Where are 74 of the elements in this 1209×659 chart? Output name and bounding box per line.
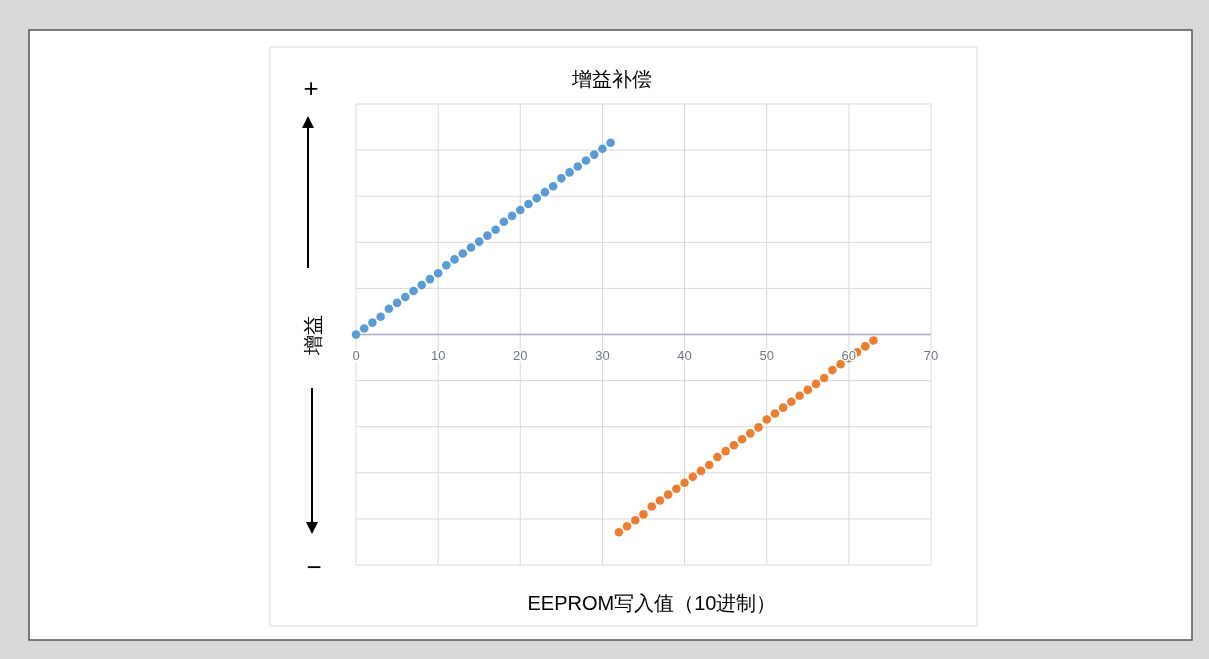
point <box>598 144 607 153</box>
point <box>680 478 689 488</box>
point <box>442 261 451 270</box>
x-tick-label: 70 <box>923 347 939 363</box>
point <box>491 225 500 235</box>
point <box>762 415 772 424</box>
point <box>672 484 681 493</box>
point <box>869 336 878 345</box>
x-tick-label: 10 <box>430 347 446 363</box>
x-tick-label: 30 <box>595 347 610 363</box>
point <box>376 312 385 322</box>
point <box>524 199 533 209</box>
point <box>557 174 566 183</box>
point <box>729 440 739 450</box>
point <box>450 255 459 264</box>
point <box>368 318 377 327</box>
point <box>614 527 624 537</box>
point <box>630 516 640 525</box>
point <box>573 162 583 171</box>
point <box>795 391 804 401</box>
point <box>721 446 730 456</box>
x-axis-title: EEPROM写入值（10进制） <box>527 592 777 614</box>
point <box>425 274 435 284</box>
point <box>581 156 591 165</box>
point <box>384 304 394 314</box>
point <box>803 385 813 395</box>
point <box>589 150 599 159</box>
point <box>400 292 410 302</box>
point <box>688 472 698 482</box>
point <box>483 231 492 240</box>
point <box>458 249 468 258</box>
point <box>474 237 484 246</box>
point <box>515 205 525 215</box>
x-tick-label: 40 <box>677 347 692 363</box>
point <box>713 452 722 462</box>
point <box>532 193 542 203</box>
point <box>359 324 369 333</box>
point <box>663 490 673 499</box>
x-tick-label: 0 <box>352 347 360 363</box>
x-tick-label: 20 <box>513 347 528 363</box>
point <box>351 330 361 339</box>
point <box>860 342 870 351</box>
point <box>704 460 714 470</box>
point <box>540 187 550 197</box>
point <box>622 521 632 531</box>
point <box>409 286 418 296</box>
point <box>639 510 648 519</box>
point <box>754 423 763 432</box>
x-tick-label: 50 <box>759 347 774 363</box>
point <box>466 243 476 252</box>
point <box>507 211 517 221</box>
point <box>417 280 427 290</box>
point <box>433 268 443 278</box>
point <box>770 409 780 418</box>
point <box>836 359 845 369</box>
point <box>392 298 402 308</box>
text: + <box>303 73 319 103</box>
point <box>499 217 509 227</box>
point <box>811 379 821 389</box>
y-axis-title: 增益 <box>302 315 324 356</box>
point <box>565 168 574 177</box>
point <box>647 502 657 511</box>
text: − <box>306 552 322 582</box>
point <box>606 138 615 148</box>
point <box>655 496 665 505</box>
point <box>778 403 788 412</box>
point <box>828 365 837 375</box>
point <box>696 466 706 476</box>
point <box>737 434 747 444</box>
point <box>787 397 796 407</box>
point <box>819 373 829 383</box>
point <box>745 429 755 438</box>
point <box>548 181 558 191</box>
chart-title: 增益补偿 <box>571 68 652 90</box>
